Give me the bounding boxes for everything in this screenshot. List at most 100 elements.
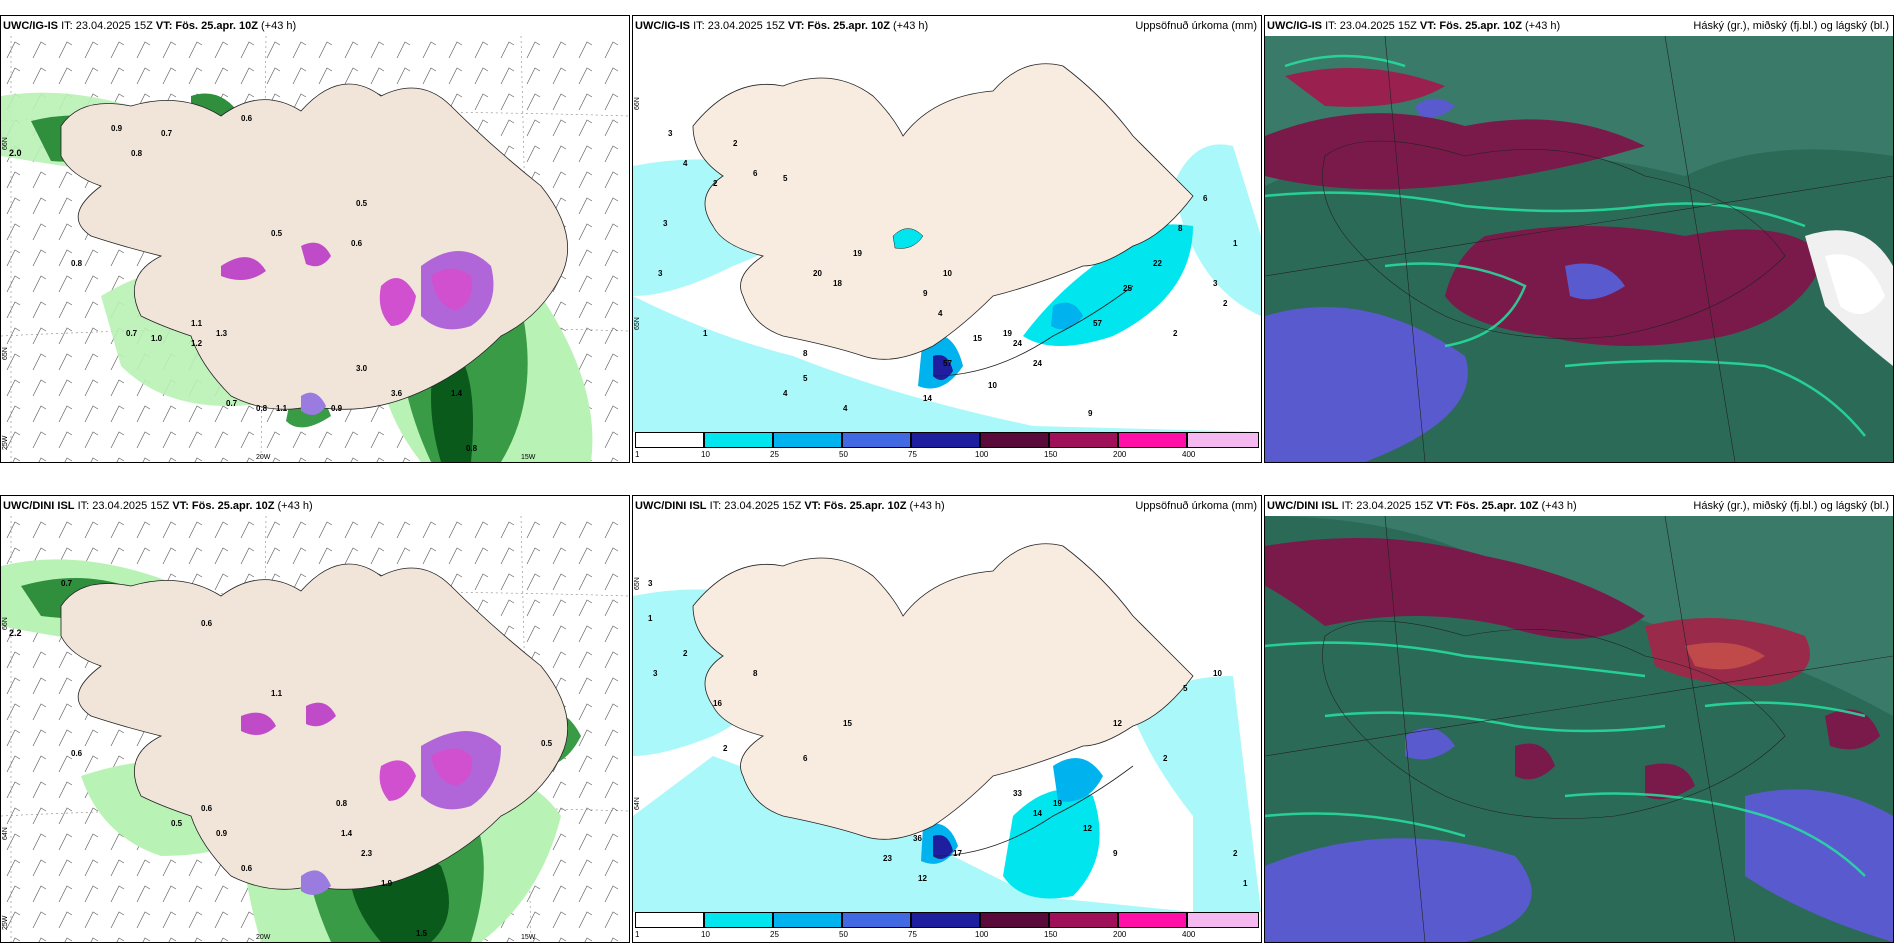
cloud-map[interactable]: [1265, 516, 1893, 942]
svg-text:1.0: 1.0: [151, 334, 163, 343]
svg-text:2: 2: [733, 139, 738, 148]
cloud-panel-top: UWC/IG-IS IT: 23.04.2025 15Z VT: Fös. 25…: [1264, 15, 1894, 463]
svg-text:1.1: 1.1: [276, 404, 288, 413]
svg-text:18: 18: [833, 279, 842, 288]
svg-text:4: 4: [683, 159, 688, 168]
svg-text:3: 3: [653, 669, 658, 678]
panel-subtitle: Uppsöfnuð úrkoma (mm): [1135, 500, 1257, 512]
svg-text:6: 6: [1203, 194, 1208, 203]
svg-text:0.6: 0.6: [351, 239, 363, 248]
panel-title: UWC/IG-IS IT: 23.04.2025 15Z VT: Fös. 25…: [1267, 20, 1561, 32]
svg-text:0.8: 0.8: [131, 149, 143, 158]
svg-text:1.4: 1.4: [451, 389, 463, 398]
svg-text:25W: 25W: [2, 435, 9, 450]
wind-map[interactable]: 0.7 2.2 0.6 1.1 0.6 0.8 1.4 2.3 1.9 1.5 0.6 0.…: [1, 516, 629, 942]
wind-panel-bottom: UWC/DINI ISL IT: 23.04.2025 15Z VT: Fös.…: [0, 495, 630, 943]
svg-text:0.6: 0.6: [71, 749, 83, 758]
svg-text:2: 2: [1163, 754, 1168, 763]
svg-text:65N: 65N: [634, 317, 641, 330]
svg-text:6: 6: [803, 754, 808, 763]
svg-text:2.2: 2.2: [9, 628, 22, 638]
svg-text:0.8: 0.8: [71, 259, 83, 268]
svg-text:1.2: 1.2: [191, 339, 203, 348]
svg-text:15: 15: [843, 719, 852, 728]
svg-text:20W: 20W: [256, 454, 271, 461]
svg-text:0.9: 0.9: [111, 124, 123, 133]
svg-text:3.0: 3.0: [356, 364, 368, 373]
svg-text:0.8: 0.8: [256, 404, 268, 413]
svg-text:3: 3: [1213, 279, 1218, 288]
svg-text:5: 5: [783, 174, 788, 183]
precip-panel-top: UWC/IG-IS IT: 23.04.2025 15Z VT: Fös. 25…: [632, 15, 1262, 463]
panel-title: UWC/DINI ISL IT: 23.04.2025 15Z VT: Fös.…: [635, 500, 945, 512]
svg-text:9: 9: [1088, 409, 1093, 418]
svg-text:2: 2: [1233, 849, 1238, 858]
svg-text:64N: 64N: [634, 797, 641, 810]
svg-text:0.5: 0.5: [271, 229, 283, 238]
cloud-map[interactable]: [1265, 36, 1893, 462]
svg-text:0.7: 0.7: [61, 579, 73, 588]
svg-text:9: 9: [1113, 849, 1118, 858]
svg-text:12: 12: [1113, 719, 1122, 728]
svg-text:66N: 66N: [634, 97, 641, 110]
svg-text:3: 3: [648, 579, 653, 588]
colorbar: 1 10 25 50 75 100 150 200 400: [635, 912, 1259, 940]
svg-text:0.8: 0.8: [466, 444, 478, 453]
svg-text:57: 57: [1093, 319, 1102, 328]
svg-text:0.5: 0.5: [171, 819, 183, 828]
wind-panel-top: UWC/IG-IS IT: 23.04.2025 15Z VT: Fös. 25…: [0, 15, 630, 463]
svg-text:10: 10: [943, 269, 952, 278]
panel-title: UWC/DINI ISL IT: 23.04.2025 15Z VT: Fös.…: [3, 500, 313, 512]
svg-text:57: 57: [943, 359, 952, 368]
svg-text:0.7: 0.7: [161, 129, 173, 138]
svg-text:3: 3: [663, 219, 668, 228]
svg-text:2.0: 2.0: [9, 148, 22, 158]
svg-text:15W: 15W: [521, 454, 536, 461]
svg-text:8: 8: [753, 669, 758, 678]
svg-text:0.8: 0.8: [336, 799, 348, 808]
svg-text:0.6: 0.6: [201, 619, 213, 628]
svg-text:4: 4: [783, 389, 788, 398]
svg-text:1.9: 1.9: [381, 879, 393, 888]
svg-text:3: 3: [658, 269, 663, 278]
svg-text:14: 14: [1033, 809, 1042, 818]
svg-text:1: 1: [1243, 879, 1248, 888]
svg-text:22: 22: [1153, 259, 1162, 268]
colorbar: 1 10 25 50 75 100 150 200 400: [635, 432, 1259, 460]
wind-map[interactable]: 2.0 0.9 0.8 0.7 0.6 0.5 0.5 0.6 0.8 1.1 1.3 0.…: [1, 36, 629, 462]
svg-text:1: 1: [648, 614, 653, 623]
svg-text:5: 5: [1183, 684, 1188, 693]
svg-text:2: 2: [723, 744, 728, 753]
svg-text:1: 1: [703, 329, 708, 338]
svg-text:0.6: 0.6: [201, 804, 213, 813]
precip-panel-bottom: UWC/DINI ISL IT: 23.04.2025 15Z VT: Fös.…: [632, 495, 1262, 943]
svg-text:20W: 20W: [256, 934, 271, 941]
svg-text:4: 4: [843, 404, 848, 413]
svg-text:8: 8: [1178, 224, 1183, 233]
panel-title: UWC/DINI ISL IT: 23.04.2025 15Z VT: Fös.…: [1267, 500, 1577, 512]
panel-subtitle: Háský (gr.), miðský (fj.bl.) og lágský (…: [1693, 20, 1889, 32]
svg-text:2: 2: [1223, 299, 1228, 308]
svg-text:66N: 66N: [2, 617, 9, 630]
svg-text:64N: 64N: [2, 827, 9, 840]
svg-text:2: 2: [713, 179, 718, 188]
svg-text:0.5: 0.5: [356, 199, 368, 208]
svg-text:0.7: 0.7: [226, 399, 238, 408]
svg-text:6: 6: [753, 169, 758, 178]
svg-text:0.6: 0.6: [241, 864, 253, 873]
svg-text:1.4: 1.4: [341, 829, 353, 838]
svg-text:12: 12: [1083, 824, 1092, 833]
svg-text:23: 23: [883, 854, 892, 863]
svg-text:15W: 15W: [521, 934, 536, 941]
svg-text:24: 24: [1013, 339, 1022, 348]
svg-text:2.3: 2.3: [361, 849, 373, 858]
svg-text:2: 2: [1173, 329, 1178, 338]
svg-text:9: 9: [923, 289, 928, 298]
svg-text:2: 2: [683, 649, 688, 658]
svg-text:4: 4: [938, 309, 943, 318]
svg-text:10: 10: [1213, 669, 1222, 678]
svg-text:19: 19: [853, 249, 862, 258]
svg-text:33: 33: [1013, 789, 1022, 798]
